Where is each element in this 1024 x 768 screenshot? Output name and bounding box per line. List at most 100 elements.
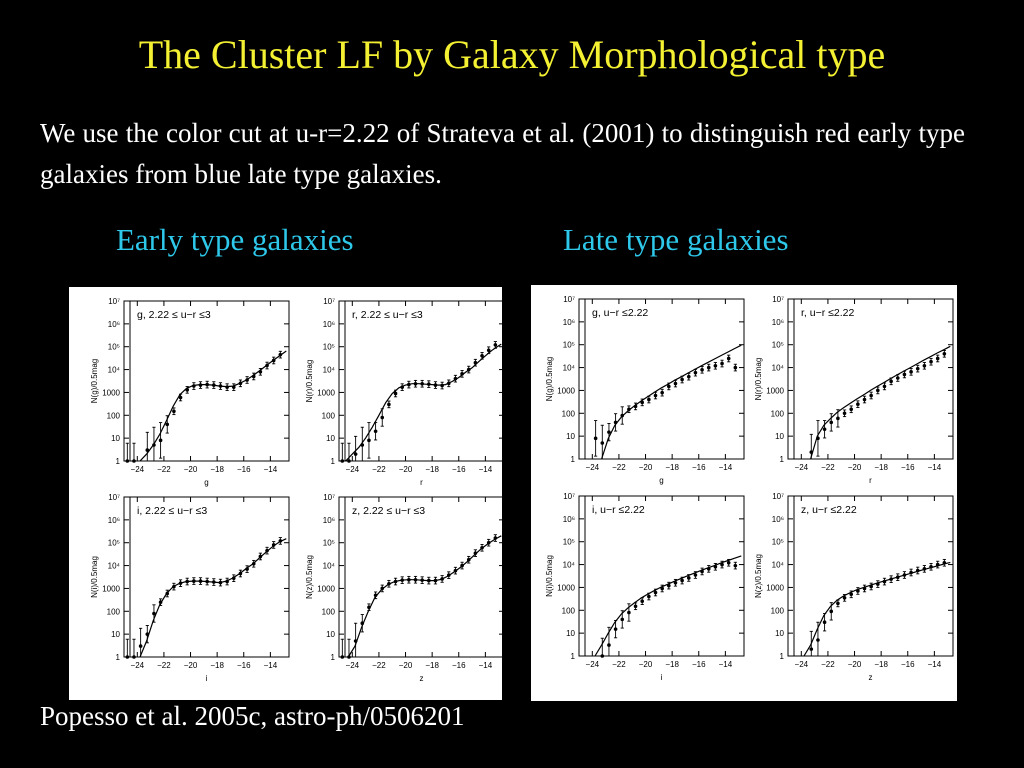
- panel-label: z, u−r ≤2.22: [801, 504, 857, 516]
- y-tick-label: 10: [326, 434, 335, 443]
- chart-panel-late-z: 1 10 100 1000 10⁴ 10⁵ 10⁶ 10⁷ −24 −22 −20 −18 −16 −14…: [754, 492, 954, 682]
- y-tick-label: 100: [322, 607, 336, 616]
- data-point: [720, 562, 724, 567]
- data-point: [231, 576, 236, 581]
- y-tick-label: 1000: [102, 584, 120, 593]
- plot-frame: [578, 495, 745, 657]
- y-tick-label: 10⁷: [323, 493, 335, 502]
- data-point: [849, 592, 854, 597]
- y-tick-label: 10⁵: [323, 539, 335, 548]
- data-point: [607, 430, 611, 434]
- y-tick-label: 10⁴: [563, 364, 576, 373]
- y-tick-label: 10: [775, 432, 784, 441]
- data-point: [205, 382, 209, 387]
- data-point: [218, 384, 223, 388]
- x-tick-label: −22: [157, 465, 171, 474]
- data-point: [706, 567, 711, 571]
- data-point: [680, 377, 684, 382]
- late-type-heading: Late type galaxies: [563, 222, 789, 257]
- data-point: [902, 372, 907, 377]
- y-tick-label: 10⁶: [563, 515, 575, 524]
- data-point: [686, 374, 691, 379]
- x-tick-label: −14: [264, 661, 278, 670]
- data-point: [466, 367, 471, 372]
- chart-panel-early-r: 1 10 100 1000 10⁴ 10⁵ 10⁶ 10⁷ −24 −22 −20 −18 −16 −14…: [305, 297, 505, 487]
- y-tick-label: 1000: [766, 386, 784, 395]
- panel-label: g, u−r ≤2.22: [592, 307, 648, 319]
- y-tick-label: 10⁴: [323, 366, 336, 375]
- data-point: [915, 568, 920, 573]
- y-tick-label: 10⁵: [563, 341, 575, 350]
- data-point: [660, 586, 664, 591]
- y-tick-label: 10⁵: [108, 343, 120, 352]
- y-tick-label: 10⁴: [108, 562, 121, 571]
- slide-title: The Cluster LF by Galaxy Morphological t…: [138, 32, 886, 77]
- data-point: [446, 573, 451, 577]
- data-point: [493, 343, 498, 347]
- data-point: [713, 564, 718, 569]
- fit-curve: [803, 561, 951, 657]
- chart-panel-early-z: 1 10 100 1000 10⁴ 10⁵ 10⁶ 10⁷ −24 −22 −20 −18 −16 −14…: [305, 493, 505, 683]
- y-tick-label: 10⁴: [108, 366, 121, 375]
- data-point: [387, 402, 391, 407]
- data-point: [251, 374, 256, 379]
- data-point: [862, 586, 867, 591]
- x-tick-label: −18: [665, 660, 679, 669]
- data-point: [373, 593, 378, 598]
- data-point: [265, 363, 269, 368]
- data-point: [836, 416, 840, 421]
- data-point: [245, 378, 249, 382]
- x-tick-label: −14: [479, 465, 493, 474]
- y-tick-label: 10⁷: [772, 295, 784, 304]
- y-axis-label: N(i)/0.5mag: [90, 556, 99, 598]
- data-point: [935, 562, 940, 567]
- x-tick-label: −22: [157, 661, 171, 670]
- chart-panel-early-g: 1 10 100 1000 10⁴ 10⁵ 10⁶ 10⁷ −24 −22 −20 −18 −16 −14…: [90, 297, 290, 487]
- y-tick-label: 10⁴: [323, 562, 336, 571]
- data-point: [353, 639, 358, 643]
- x-tick-label: −24: [586, 463, 600, 472]
- data-point: [460, 372, 464, 376]
- chart-panel-early-i: 1 10 100 1000 10⁴ 10⁵ 10⁶ 10⁷ −24 −22 −20 −18 −16 −14…: [90, 493, 290, 683]
- data-point: [278, 352, 283, 357]
- y-tick-label: 1000: [766, 583, 784, 592]
- data-point: [647, 397, 651, 402]
- x-axis-label: i: [206, 674, 208, 683]
- data-point: [367, 605, 371, 610]
- data-point: [829, 420, 834, 425]
- data-point: [895, 376, 900, 380]
- x-tick-label: −18: [665, 463, 679, 472]
- x-tick-label: −18: [874, 660, 888, 669]
- data-point: [876, 582, 880, 586]
- y-tick-label: 1: [571, 652, 576, 661]
- y-axis-label: N(z)/0.5mag: [305, 555, 314, 599]
- x-tick-label: −24: [795, 660, 809, 669]
- data-point: [466, 557, 471, 562]
- data-point: [212, 580, 216, 584]
- y-tick-label: 10⁶: [563, 318, 575, 327]
- data-point: [453, 376, 458, 381]
- data-point: [607, 643, 611, 647]
- plot-frame: [338, 300, 505, 462]
- early-type-heading: Early type galaxies: [116, 222, 354, 257]
- x-tick-label: −22: [612, 660, 626, 669]
- x-tick-label: −20: [184, 465, 198, 474]
- y-tick-label: 10⁵: [323, 343, 335, 352]
- data-point: [667, 583, 671, 588]
- data-point: [653, 590, 658, 595]
- data-point: [600, 654, 605, 658]
- data-point: [165, 422, 170, 427]
- y-axis-label: N(z)/0.5mag: [754, 554, 763, 598]
- x-tick-label: −20: [184, 661, 198, 670]
- x-tick-label: −18: [210, 661, 224, 670]
- y-tick-label: 1: [780, 455, 785, 464]
- x-tick-label: −22: [372, 465, 386, 474]
- data-point: [935, 356, 940, 361]
- x-tick-label: −20: [848, 463, 862, 472]
- data-point: [360, 443, 365, 447]
- data-point: [198, 383, 203, 387]
- data-point: [706, 365, 711, 370]
- data-point: [895, 575, 900, 580]
- y-tick-label: 10: [566, 629, 575, 638]
- x-tick-label: −16: [237, 661, 251, 670]
